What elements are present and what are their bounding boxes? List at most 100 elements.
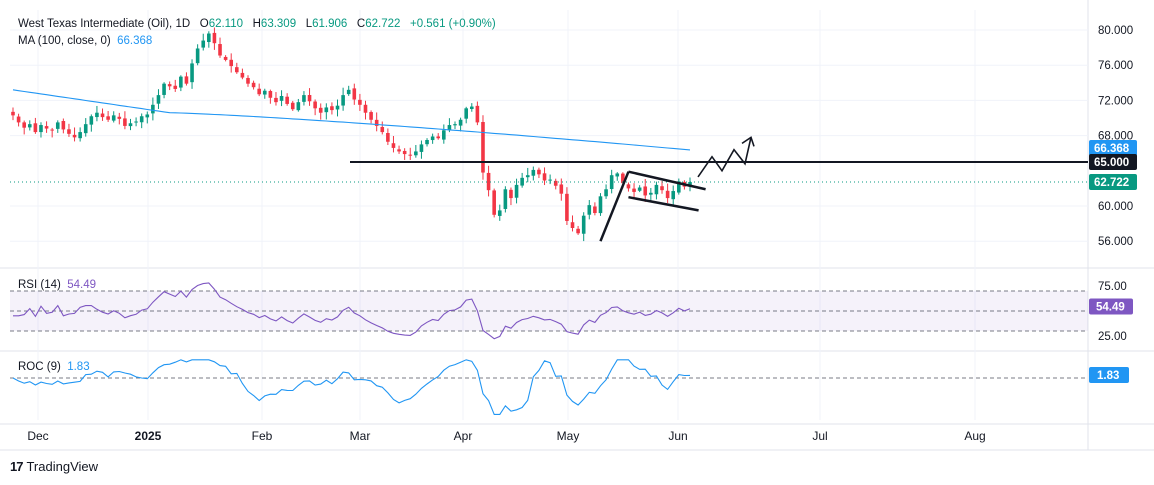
price-candle <box>207 31 211 48</box>
rsi-pane[interactable] <box>10 282 1088 340</box>
candle-body <box>212 32 217 44</box>
candle-body <box>262 90 267 95</box>
axes: Dec 2025 Feb Mar Apr May Jun Jul Aug 80.000 76.000… <box>27 25 1137 443</box>
price-candle <box>587 200 592 220</box>
price-candle <box>296 98 301 112</box>
price-candle <box>363 100 368 120</box>
price-candle <box>44 121 49 133</box>
price-candle <box>95 105 99 122</box>
candle-body <box>621 173 625 184</box>
price-candle <box>469 103 474 112</box>
candle-body <box>458 119 463 126</box>
price-candle <box>251 80 256 90</box>
price-candle <box>386 128 390 146</box>
price-candle <box>318 103 323 120</box>
price-candle <box>615 172 620 181</box>
price-candle <box>229 53 234 73</box>
roc-pane[interactable] <box>10 359 1088 415</box>
tradingview-branding[interactable]: 17 TradingView <box>10 459 98 474</box>
rsi-value-tag: 54.49 <box>1089 298 1133 315</box>
candle-body <box>274 97 278 103</box>
open-label: O <box>199 18 209 30</box>
rsi-label: RSI (14) <box>18 279 61 291</box>
candle-body <box>313 101 317 109</box>
price-pane[interactable] <box>10 27 1088 242</box>
high-value: 63.309 <box>260 18 297 30</box>
price-candle <box>397 145 401 154</box>
ma-value: 66.368 <box>117 35 153 47</box>
candle-body <box>447 125 452 131</box>
candle-body <box>145 114 150 118</box>
price-candle <box>453 121 457 130</box>
candle-body <box>307 94 312 102</box>
rsi-tag-label: 54.49 <box>1096 302 1125 314</box>
candle-body <box>117 116 122 119</box>
price-candle <box>391 136 396 153</box>
candle-body <box>453 124 457 126</box>
candle-body <box>380 126 385 133</box>
candle-body <box>509 189 513 199</box>
price-candle <box>537 167 541 179</box>
price-candle <box>581 212 586 242</box>
price-tag-box <box>1089 174 1137 191</box>
candle-body <box>643 186 648 196</box>
price-candle <box>134 117 138 127</box>
price-candle <box>402 148 407 160</box>
candle-body <box>531 169 536 176</box>
x-axis-tick-label: Feb <box>252 429 273 443</box>
price-candle <box>123 111 127 130</box>
candle-body <box>251 82 256 88</box>
price-candle <box>570 215 575 232</box>
candle-body <box>492 190 496 215</box>
candle-body <box>61 120 66 130</box>
interval-label: 1D <box>175 18 191 30</box>
ma-legend: MA (100, close, 0) 66.368 <box>18 35 152 47</box>
price-candle <box>162 82 166 99</box>
price-candle <box>156 89 161 109</box>
candle-body <box>156 95 161 104</box>
price-tag-label: 62.722 <box>1094 177 1129 189</box>
candle-body <box>218 44 222 56</box>
price-candle <box>369 110 373 124</box>
candle-body <box>464 108 468 119</box>
candle-body <box>89 116 94 125</box>
price-candle <box>50 127 54 138</box>
brand-name: TradingView <box>26 459 99 474</box>
price-candle <box>632 183 636 200</box>
candle-body <box>151 104 155 114</box>
y-axis-tick-label: 56.000 <box>1098 236 1133 248</box>
price-candle <box>346 85 351 96</box>
projected-arrowhead-icon <box>741 136 755 147</box>
price-candle <box>78 127 82 142</box>
price-tag-label: 65.000 <box>1094 157 1129 169</box>
candle-body <box>514 184 519 198</box>
candle-body <box>179 76 183 88</box>
y-axis-tick-label: 80.000 <box>1098 25 1133 37</box>
candle-body <box>67 129 71 134</box>
x-axis-tick-label: May <box>557 429 580 443</box>
price-candle <box>302 91 306 106</box>
roc-line <box>12 359 691 415</box>
price-candle <box>649 187 653 202</box>
candle-body <box>559 184 564 194</box>
price-candle <box>257 83 261 97</box>
candle-body <box>207 33 211 43</box>
rsi-axis-tick-label: 25.00 <box>1098 331 1127 343</box>
price-candle <box>525 167 530 183</box>
candle-body <box>341 95 345 106</box>
price-candle <box>637 185 642 193</box>
x-axis-tick-label: Mar <box>350 429 371 443</box>
price-candle <box>643 179 648 202</box>
change-value: +0.561 (+0.90%) <box>409 18 496 30</box>
price-candle <box>665 183 670 204</box>
price-candle <box>324 103 329 120</box>
price-candle <box>179 75 183 92</box>
price-candle <box>604 184 608 199</box>
flagpole-line <box>599 171 630 242</box>
candle-body <box>27 124 32 128</box>
price-candle <box>33 117 38 134</box>
price-candle <box>509 187 513 206</box>
candle-body <box>503 189 508 209</box>
candle-body <box>346 89 351 95</box>
